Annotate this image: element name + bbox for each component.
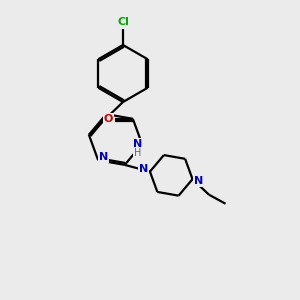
Text: Cl: Cl	[117, 17, 129, 27]
Text: N: N	[194, 176, 203, 186]
Text: H: H	[134, 148, 141, 158]
Text: N: N	[139, 164, 148, 174]
Text: N: N	[99, 152, 108, 162]
Text: N: N	[133, 139, 142, 149]
Text: O: O	[103, 114, 113, 124]
